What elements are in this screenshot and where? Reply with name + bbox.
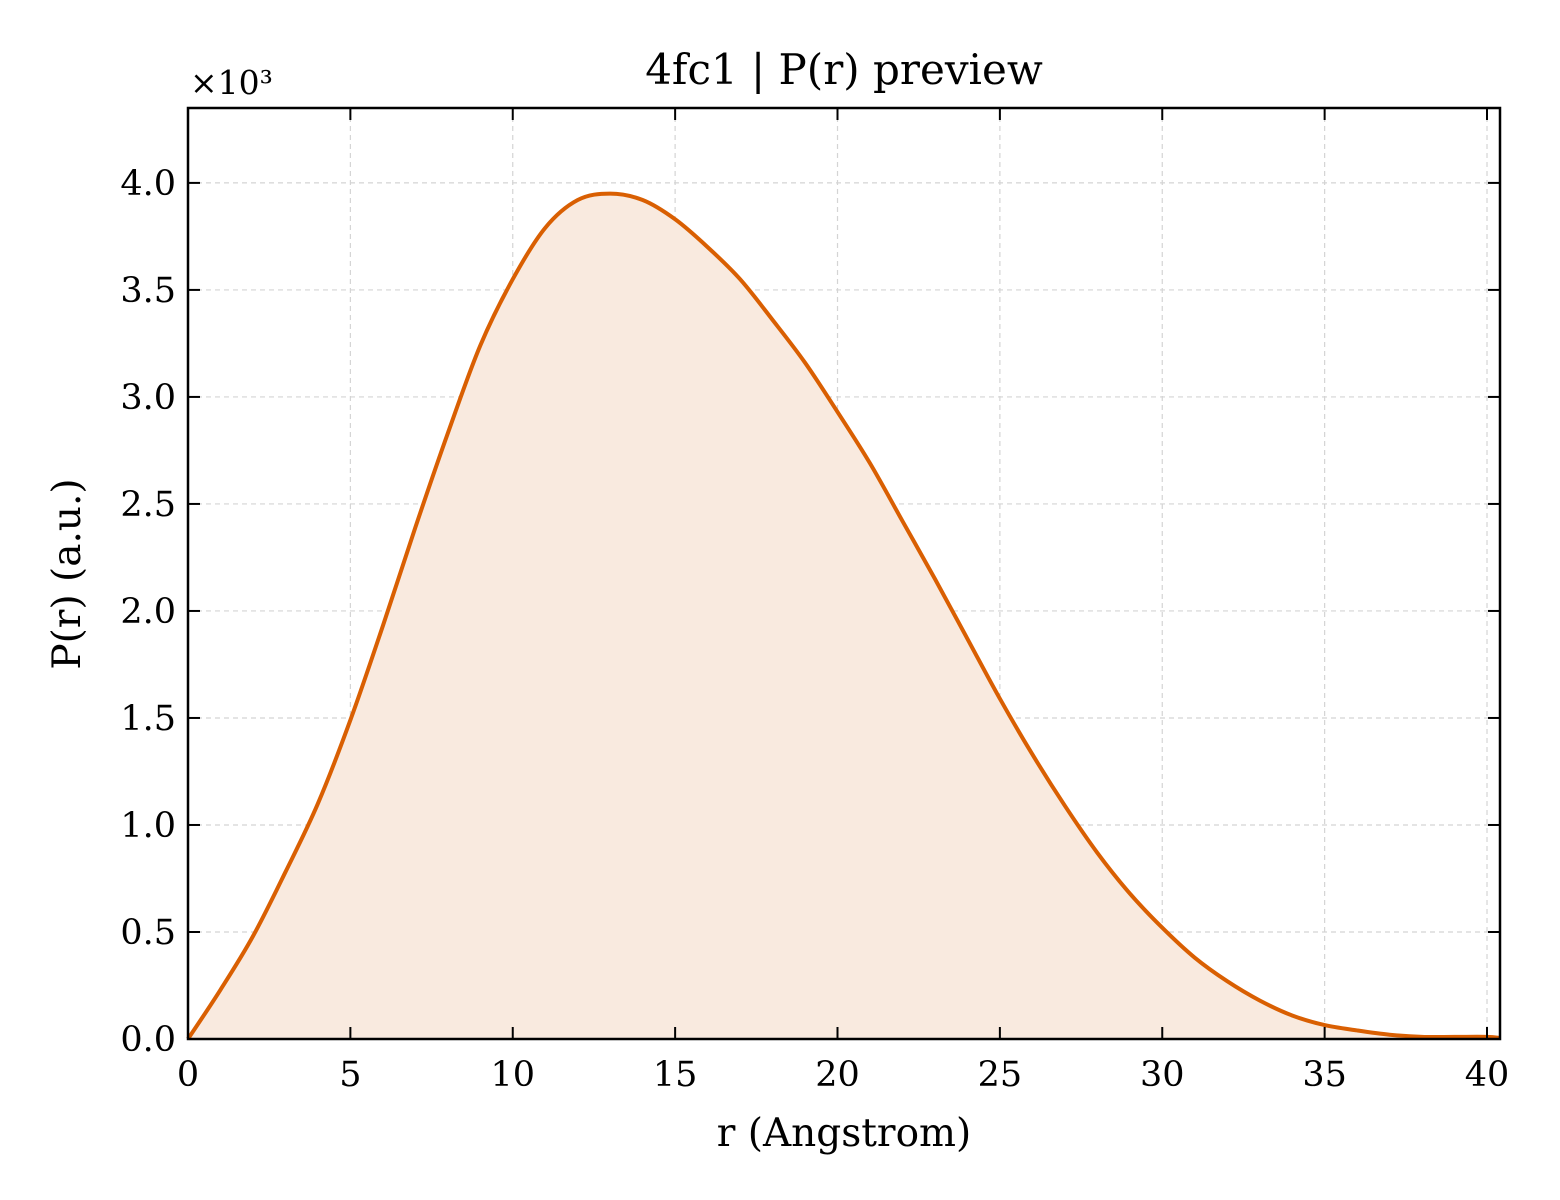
- area-fill: [188, 193, 1500, 1040]
- y-tick-label: 1.0: [120, 806, 176, 846]
- x-tick-label: 0: [177, 1055, 199, 1095]
- x-axis-label: r (Angstrom): [717, 1111, 972, 1156]
- x-tick-label: 15: [653, 1055, 698, 1095]
- ticks: [187, 108, 1500, 1040]
- y-tick-label: 2.5: [120, 485, 176, 525]
- y-tick-label: 1.5: [120, 699, 176, 739]
- y-tick-labels: 0.0 0.5 1.0 1.5 2.0 2.5 3.0 3.5 4.0: [120, 164, 176, 1060]
- y-axis-label: P(r) (a.u.): [45, 478, 90, 669]
- plot-frame: [186, 106, 1502, 1041]
- x-tick-label: 30: [1140, 1055, 1185, 1095]
- y-tick-label: 3.5: [120, 271, 176, 311]
- chart-title: 4fc1 | P(r) preview: [645, 45, 1043, 94]
- pr-curve: [186, 191, 1501, 1041]
- x-tick-label: 25: [978, 1055, 1023, 1095]
- y-tick-label: 0.0: [120, 1020, 176, 1060]
- x-tick-label: 40: [1465, 1055, 1510, 1095]
- x-tick-label: 20: [815, 1055, 860, 1095]
- y-multiplier: ×10³: [190, 63, 273, 102]
- x-tick-label: 10: [490, 1055, 535, 1095]
- y-tick-label: 0.5: [120, 913, 176, 953]
- x-tick-label: 35: [1302, 1055, 1347, 1095]
- y-tick-label: 2.0: [120, 592, 176, 632]
- y-tick-label: 3.0: [120, 378, 176, 418]
- x-tick-labels: 0 5 10 15 20 25 30 35 40: [177, 1055, 1509, 1095]
- x-tick-label: 5: [339, 1055, 361, 1095]
- y-tick-label: 4.0: [120, 164, 176, 204]
